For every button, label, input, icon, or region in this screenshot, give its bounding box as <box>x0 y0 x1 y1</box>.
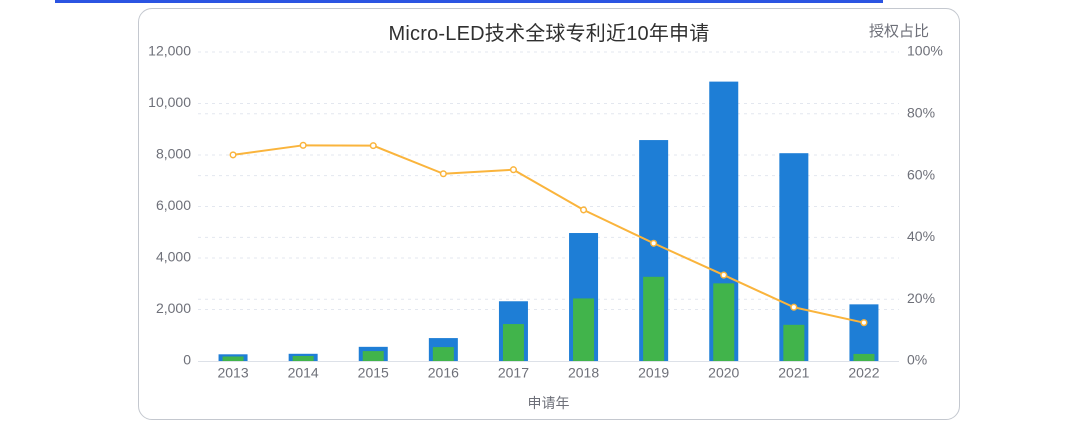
left-axis-tick-label: 12,000 <box>148 43 191 59</box>
x-axis-tick-label: 2015 <box>358 365 389 381</box>
x-axis-tick-label: 2022 <box>848 365 879 381</box>
left-axis-tick-label: 10,000 <box>148 94 191 110</box>
right-axis-tick-label: 40% <box>907 228 935 244</box>
grant-ratio-line-marker-2021[interactable] <box>790 303 798 311</box>
plot-area: 0 2,000 4,000 6,000 8,000 10,000 12,000 0% 20% 40… <box>148 43 943 381</box>
grant-ratio-line-marker-2014[interactable] <box>299 141 307 149</box>
grant-ratio-line[interactable] <box>232 144 865 324</box>
left-axis-tick-label: 8,000 <box>156 146 191 162</box>
grant-ratio-line-marker-2015[interactable] <box>369 142 377 150</box>
grants-bar-2022[interactable] <box>853 353 875 361</box>
right-axis-tick-label: 0% <box>907 352 927 368</box>
grants-bar-2015[interactable] <box>362 351 384 361</box>
x-axis-tick-label: 2017 <box>498 365 529 381</box>
x-axis-tick-label: 2016 <box>428 365 459 381</box>
x-axis-tick-label: 2018 <box>568 365 599 381</box>
grants-bar-2019[interactable] <box>643 276 665 361</box>
grants-bar-2013[interactable] <box>222 356 244 361</box>
chart-title: Micro-LED技术全球专利近10年申请 <box>388 23 710 45</box>
x-axis-tick-label: 2019 <box>638 365 669 381</box>
grants-bar-2014[interactable] <box>292 355 314 361</box>
x-axis-tick-label: 2013 <box>217 365 248 381</box>
grant-ratio-line-marker-2013[interactable] <box>229 151 237 159</box>
grants-bar-2020[interactable] <box>713 283 735 361</box>
right-axis-tick-label: 80% <box>907 105 935 121</box>
grant-ratio-line-marker-2019[interactable] <box>650 239 658 247</box>
top-blue-divider <box>55 0 883 3</box>
chart-card: Micro-LED技术全球专利近10年申请 授权占比 0 2,000 4,000 6,… <box>138 8 960 420</box>
left-axis-tick-label: 6,000 <box>156 197 191 213</box>
grant-ratio-line-marker-2016[interactable] <box>439 170 447 178</box>
grants-bar-2018[interactable] <box>573 298 595 361</box>
left-axis-tick-label: 2,000 <box>156 300 191 316</box>
x-axis-tick-label: 2020 <box>708 365 739 381</box>
left-axis-tick-label: 4,000 <box>156 249 191 265</box>
grants-bar-2016[interactable] <box>432 347 454 361</box>
grants-bar-2021[interactable] <box>783 324 805 361</box>
applications-bar-2022[interactable] <box>849 304 879 361</box>
right-axis-title: 授权占比 <box>868 23 929 40</box>
grants-bar-2017[interactable] <box>502 324 524 361</box>
x-axis-tick-label: 2021 <box>778 365 809 381</box>
right-axis-tick-label: 20% <box>907 290 935 306</box>
x-axis-tick-label: 2014 <box>288 365 319 381</box>
x-axis-title: 申请年 <box>527 395 570 411</box>
left-axis-tick-label: 0 <box>183 352 191 368</box>
grant-ratio-line-marker-2018[interactable] <box>580 206 588 214</box>
right-axis-tick-label: 100% <box>907 43 943 59</box>
grant-ratio-line-marker-2022[interactable] <box>860 319 868 327</box>
grant-ratio-line-marker-2017[interactable] <box>509 166 518 174</box>
grant-ratio-line-marker-2020[interactable] <box>720 271 728 279</box>
right-axis-tick-label: 60% <box>907 166 935 182</box>
